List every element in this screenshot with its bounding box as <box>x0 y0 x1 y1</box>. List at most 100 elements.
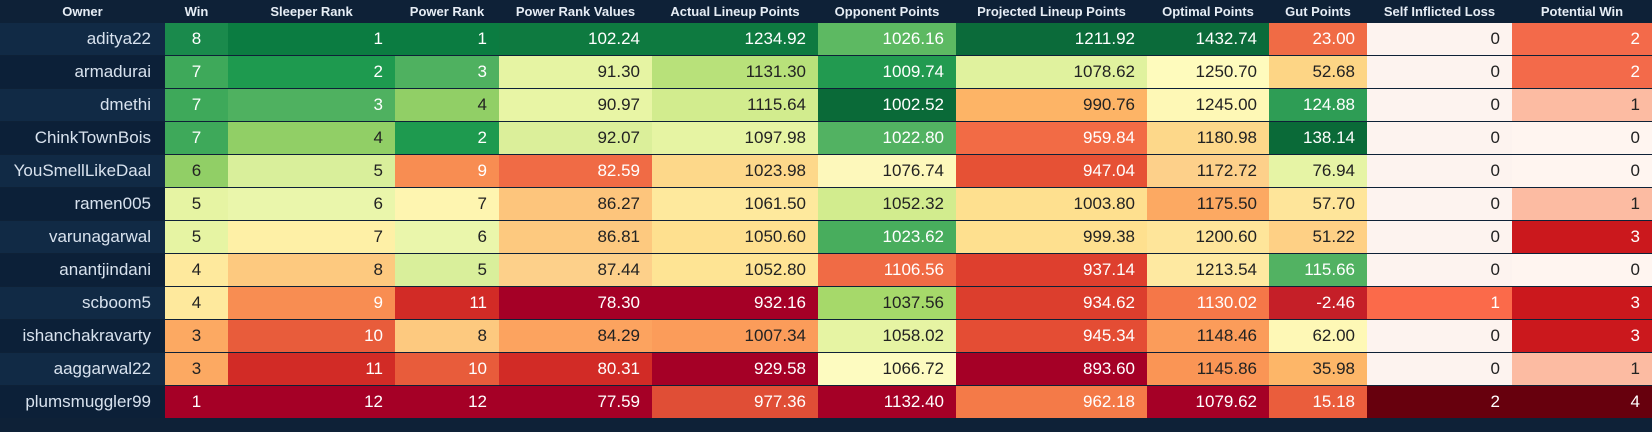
column-header-potential-win[interactable]: Potential Win <box>1512 0 1652 23</box>
table-cell-power-rank: 1 <box>395 23 499 56</box>
table-cell-self-inflicted-loss: 0 <box>1367 253 1512 287</box>
table-cell-gut-points: 23.00 <box>1269 23 1367 56</box>
table-cell-power-rank: 4 <box>395 88 499 122</box>
table-cell-power-rank: 11 <box>395 286 499 320</box>
table-row: aaggarwal22 3 11 10 80.31 929.58 1066.72 893.60… <box>0 352 1652 386</box>
table-cell-sleeper-rank: 10 <box>228 319 395 353</box>
column-header-self-inflicted-loss[interactable]: Self Inflicted Loss <box>1367 0 1512 23</box>
column-header-gut-points[interactable]: Gut Points <box>1269 0 1367 23</box>
table-cell-win: 6 <box>165 154 228 188</box>
table-cell-power-rank-values: 91.30 <box>499 55 652 89</box>
table-cell-gut-points: 15.18 <box>1269 385 1367 419</box>
table-cell-win: 7 <box>165 121 228 155</box>
table-body: aditya22 8 1 1 102.24 1234.92 1026.16 1211.92 14… <box>0 23 1652 419</box>
column-header-power-rank[interactable]: Power Rank <box>395 0 499 23</box>
table-cell-gut-points: 35.98 <box>1269 352 1367 386</box>
table-cell-gut-points: 115.66 <box>1269 253 1367 287</box>
table-cell-win: 7 <box>165 88 228 122</box>
table-cell-optimal-points: 1172.72 <box>1147 154 1269 188</box>
table-cell-win: 3 <box>165 319 228 353</box>
table-cell-win: 5 <box>165 220 228 254</box>
table-cell-actual-lineup-points: 1061.50 <box>652 187 818 221</box>
table-cell-self-inflicted-loss: 0 <box>1367 154 1512 188</box>
table-cell-opponent-points: 1052.32 <box>818 187 956 221</box>
table-cell-optimal-points: 1079.62 <box>1147 385 1269 419</box>
table-cell-sleeper-rank: 8 <box>228 253 395 287</box>
table-cell-self-inflicted-loss: 0 <box>1367 23 1512 56</box>
table-cell-actual-lineup-points: 1234.92 <box>652 23 818 56</box>
table-cell-potential-win: 3 <box>1512 286 1652 320</box>
table-cell-sleeper-rank: 6 <box>228 187 395 221</box>
table-cell-actual-lineup-points: 1097.98 <box>652 121 818 155</box>
table-cell-optimal-points: 1130.02 <box>1147 286 1269 320</box>
table-cell-projected-lineup-points: 999.38 <box>956 220 1147 254</box>
table-cell-actual-lineup-points: 932.16 <box>652 286 818 320</box>
table-cell-actual-lineup-points: 1023.98 <box>652 154 818 188</box>
table-cell-power-rank: 3 <box>395 55 499 89</box>
column-header-owner[interactable]: Owner <box>0 0 165 23</box>
table-cell-projected-lineup-points: 1211.92 <box>956 23 1147 56</box>
table-cell-projected-lineup-points: 1003.80 <box>956 187 1147 221</box>
column-header-sleeper-rank[interactable]: Sleeper Rank <box>228 0 395 23</box>
table-cell-sleeper-rank: 9 <box>228 286 395 320</box>
table-cell-potential-win: 2 <box>1512 55 1652 89</box>
table-cell-projected-lineup-points: 945.34 <box>956 319 1147 353</box>
table-cell-optimal-points: 1145.86 <box>1147 352 1269 386</box>
owner-cell: YouSmellLikeDaal <box>0 154 165 188</box>
owner-cell: aaggarwal22 <box>0 352 165 386</box>
table-row: varunagarwal 5 7 6 86.81 1050.60 1023.62 999.38… <box>0 220 1652 254</box>
table-row: ishanchakravarty 3 10 8 84.29 1007.34 1058.02 9… <box>0 319 1652 353</box>
table-cell-gut-points: 51.22 <box>1269 220 1367 254</box>
table-row: plumsmuggler99 1 12 12 77.59 977.36 1132.40 962… <box>0 385 1652 419</box>
table-cell-gut-points: 52.68 <box>1269 55 1367 89</box>
table-cell-self-inflicted-loss: 0 <box>1367 352 1512 386</box>
table-cell-potential-win: 1 <box>1512 187 1652 221</box>
table-cell-potential-win: 4 <box>1512 385 1652 419</box>
table-cell-opponent-points: 1037.56 <box>818 286 956 320</box>
table-cell-self-inflicted-loss: 0 <box>1367 319 1512 353</box>
owner-cell: ishanchakravarty <box>0 319 165 353</box>
table-cell-win: 5 <box>165 187 228 221</box>
table-cell-actual-lineup-points: 977.36 <box>652 385 818 419</box>
owner-cell: ramen005 <box>0 187 165 221</box>
table-cell-win: 4 <box>165 286 228 320</box>
table-cell-actual-lineup-points: 1115.64 <box>652 88 818 122</box>
table-cell-power-rank: 6 <box>395 220 499 254</box>
column-header-opponent-points[interactable]: Opponent Points <box>818 0 956 23</box>
owner-cell: armadurai <box>0 55 165 89</box>
table-cell-potential-win: 0 <box>1512 253 1652 287</box>
table-cell-gut-points: 62.00 <box>1269 319 1367 353</box>
table-cell-self-inflicted-loss: 0 <box>1367 55 1512 89</box>
table-cell-optimal-points: 1180.98 <box>1147 121 1269 155</box>
table-cell-optimal-points: 1245.00 <box>1147 88 1269 122</box>
table-cell-power-rank: 2 <box>395 121 499 155</box>
column-header-projected-lineup-points[interactable]: Projected Lineup Points <box>956 0 1147 23</box>
table-cell-power-rank-values: 86.27 <box>499 187 652 221</box>
table-cell-power-rank-values: 84.29 <box>499 319 652 353</box>
table-cell-power-rank: 12 <box>395 385 499 419</box>
column-header-win[interactable]: Win <box>165 0 228 23</box>
column-header-actual-lineup-points[interactable]: Actual Lineup Points <box>652 0 818 23</box>
table-row: aditya22 8 1 1 102.24 1234.92 1026.16 1211.92 14… <box>0 23 1652 56</box>
table-cell-sleeper-rank: 12 <box>228 385 395 419</box>
owner-cell: varunagarwal <box>0 220 165 254</box>
table-cell-optimal-points: 1200.60 <box>1147 220 1269 254</box>
table-cell-optimal-points: 1250.70 <box>1147 55 1269 89</box>
column-header-power-rank-values[interactable]: Power Rank Values <box>499 0 652 23</box>
table-cell-potential-win: 3 <box>1512 319 1652 353</box>
table-cell-power-rank-values: 78.30 <box>499 286 652 320</box>
table-row: ChinkTownBois 7 4 2 92.07 1097.98 1022.80 959.8… <box>0 121 1652 155</box>
table-cell-projected-lineup-points: 893.60 <box>956 352 1147 386</box>
table-cell-projected-lineup-points: 959.84 <box>956 121 1147 155</box>
column-header-optimal-points[interactable]: Optimal Points <box>1147 0 1269 23</box>
table-cell-opponent-points: 1022.80 <box>818 121 956 155</box>
table-cell-projected-lineup-points: 1078.62 <box>956 55 1147 89</box>
table-row: anantjindani 4 8 5 87.44 1052.80 1106.56 937.14… <box>0 253 1652 287</box>
table-cell-projected-lineup-points: 990.76 <box>956 88 1147 122</box>
table-cell-projected-lineup-points: 937.14 <box>956 253 1147 287</box>
table-cell-sleeper-rank: 4 <box>228 121 395 155</box>
table-cell-opponent-points: 1002.52 <box>818 88 956 122</box>
table-cell-power-rank: 5 <box>395 253 499 287</box>
standings-table: Owner Win Sleeper Rank Power Rank Power Rank… <box>0 0 1652 419</box>
table-cell-potential-win: 0 <box>1512 121 1652 155</box>
